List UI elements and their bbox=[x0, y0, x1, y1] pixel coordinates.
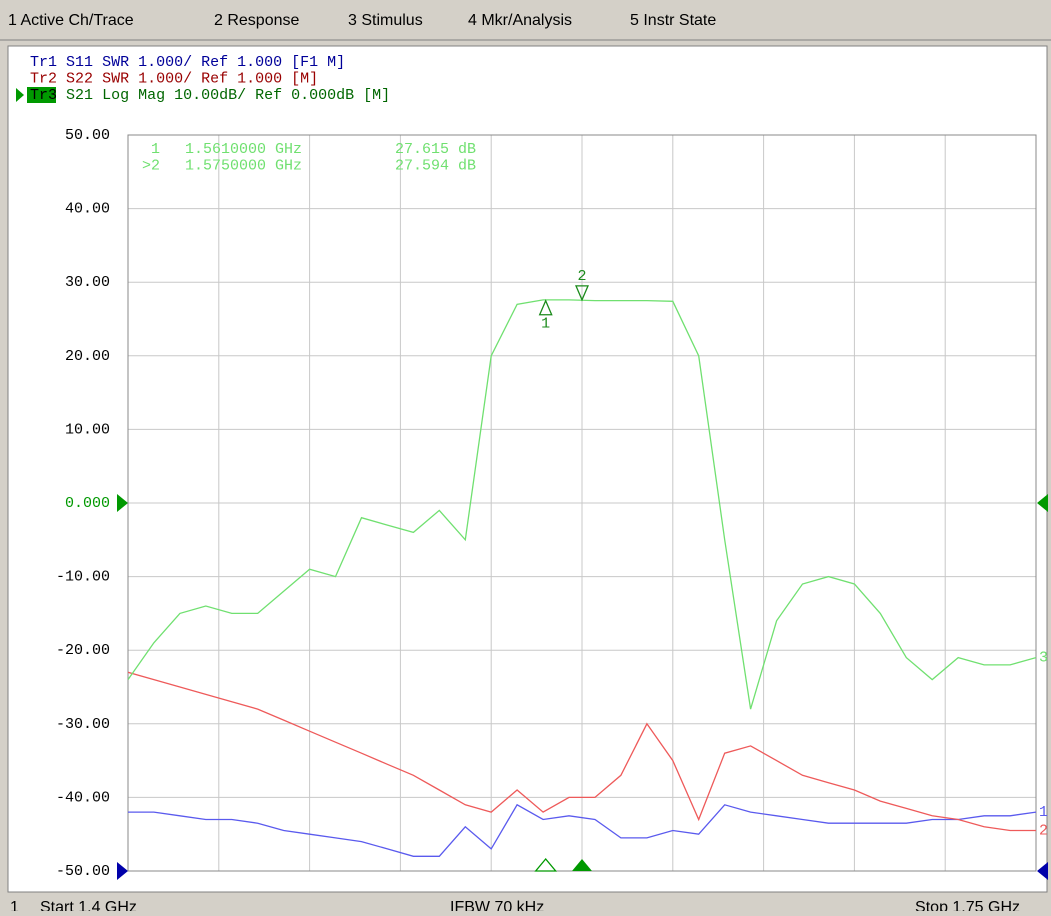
trace-format: Log Mag 10.00dB/ Ref 0.000dB [M] bbox=[102, 87, 390, 104]
trace-parameter: S11 bbox=[66, 54, 93, 71]
status-bar bbox=[0, 894, 1051, 911]
marker-readout-value: 27.615 dB bbox=[395, 141, 476, 158]
marker-glyph bbox=[575, 285, 589, 302]
status-ifbw: IFBW 70 kHz bbox=[450, 899, 544, 911]
trace-end-label: 1 bbox=[1039, 804, 1048, 821]
trace-format: SWR 1.000/ Ref 1.000 [M] bbox=[102, 70, 318, 87]
trace-parameter: S21 bbox=[66, 87, 93, 104]
menu-item[interactable]: 5 Instr State bbox=[630, 12, 716, 29]
y-tick-label: -10.00 bbox=[56, 569, 110, 586]
status-stop: Stop 1.75 GHz bbox=[915, 899, 1020, 911]
reference-arrow bbox=[117, 862, 128, 880]
menu-bar bbox=[0, 0, 1051, 40]
y-tick-label: -20.00 bbox=[56, 642, 110, 659]
y-tick-label: 20.00 bbox=[65, 348, 110, 365]
trace-format: SWR 1.000/ Ref 1.000 [F1 M] bbox=[102, 54, 345, 71]
y-tick-label: 10.00 bbox=[65, 421, 110, 438]
marker-readout-name: >2 bbox=[142, 157, 160, 174]
y-tick-label: 50.00 bbox=[65, 127, 110, 144]
menu-item[interactable]: 1 Active Ch/Trace bbox=[8, 12, 134, 29]
active-trace-indicator bbox=[16, 88, 24, 102]
y-tick-label: 30.00 bbox=[65, 274, 110, 291]
menu-item[interactable]: 2 Response bbox=[214, 12, 299, 29]
trace-line bbox=[128, 671, 1036, 832]
marker-label: 2 bbox=[577, 268, 586, 285]
reference-arrow bbox=[117, 494, 128, 512]
trace-name: Tr1 bbox=[30, 54, 57, 71]
marker-readout-frequency: 1.5750000 GHz bbox=[185, 157, 302, 174]
display-panel bbox=[7, 45, 1048, 893]
trace-name: Tr3 bbox=[30, 87, 57, 104]
active-trace-highlight bbox=[27, 87, 56, 103]
trace-header: Tr1 S11 SWR 1.000/ Ref 1.000 [F1 M] bbox=[30, 54, 345, 71]
trace-header: Tr3 S21 Log Mag 10.00dB/ Ref 0.000dB [M] bbox=[30, 87, 390, 104]
trace-header: Tr2 S22 SWR 1.000/ Ref 1.000 [M] bbox=[30, 70, 318, 87]
marker-readout-name: 1 bbox=[151, 141, 160, 158]
y-tick-label: 40.00 bbox=[65, 201, 110, 218]
marker-glyph bbox=[538, 299, 553, 316]
trace-parameter: S22 bbox=[66, 70, 93, 87]
stimulus-marker bbox=[534, 857, 558, 872]
menu-item[interactable]: 3 Stimulus bbox=[348, 12, 423, 29]
marker-readout-frequency: 1.5610000 GHz bbox=[185, 141, 302, 158]
y-tick-label: -30.00 bbox=[56, 716, 110, 733]
y-tick-label: -50.00 bbox=[56, 863, 110, 880]
reference-arrow bbox=[1037, 494, 1048, 512]
trace-name: Tr2 bbox=[30, 70, 57, 87]
marker-label: 1 bbox=[541, 316, 550, 333]
y-tick-label: -40.00 bbox=[56, 789, 110, 806]
status-channel: 1 bbox=[10, 899, 19, 911]
stimulus-marker bbox=[572, 859, 592, 871]
trace-end-label: 2 bbox=[1039, 822, 1048, 839]
marker-readout-value: 27.594 dB bbox=[395, 157, 476, 174]
reference-arrow bbox=[1037, 862, 1048, 880]
trace-end-label: 3 bbox=[1039, 650, 1048, 667]
trace-line bbox=[128, 803, 1036, 857]
status-start: Start 1.4 GHz bbox=[40, 899, 137, 911]
menu-item[interactable]: 4 Mkr/Analysis bbox=[468, 12, 572, 29]
y-tick-label: 0.000 bbox=[65, 495, 110, 512]
